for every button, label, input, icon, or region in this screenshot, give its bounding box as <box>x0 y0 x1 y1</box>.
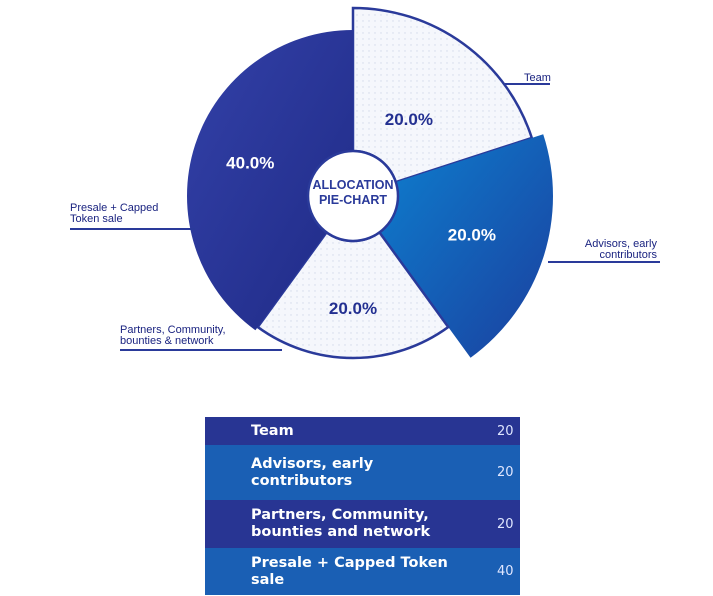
table-row-value: 20 <box>497 465 514 480</box>
pie-slice-2-legend-label: Advisors, early <box>585 238 658 250</box>
pie-slice-2-percent: 20.0% <box>448 226 496 245</box>
table-row-name: Advisors, early contributors <box>251 455 374 489</box>
table-row-name: Presale + Capped Token sale <box>251 554 448 588</box>
pie-slice-3-legend-label: Partners, Community, <box>120 324 226 336</box>
pie-slice-3-percent: 20.0% <box>329 299 377 318</box>
table-row: Presale + Capped Token sale 40 <box>205 548 520 595</box>
table-row-value: 20 <box>497 423 514 439</box>
pie-slice-1-legend-label: Team <box>524 72 551 84</box>
table-row-value: 20 <box>497 516 514 532</box>
table-row-name: Team <box>251 422 294 439</box>
table-row-name: Partners, Community, bounties and networ… <box>251 507 431 540</box>
pie-slice-4 <box>187 30 353 331</box>
pie-center-label-line1: ALLOCATION <box>312 178 393 192</box>
pie-slice-4-legend-label: Presale + Capped <box>70 202 158 214</box>
table-row: Partners, Community, bounties and networ… <box>205 500 520 548</box>
pie-slice-2 <box>379 134 553 358</box>
pie-slice-1-percent: 20.0% <box>385 110 433 129</box>
pie-slice-3-legend-label: bounties & network <box>120 335 214 347</box>
table-row: Advisors, early contributors 20 <box>205 445 520 500</box>
allocation-pie-chart: 20.0% 20.0% 20.0% 40.0% Team Advisors, early… <box>70 6 660 360</box>
table-row-value: 40 <box>497 564 514 579</box>
allocation-table: Team 20 Advisors, early contributors 20 Part… <box>205 417 520 595</box>
pie-center-hole <box>306 149 400 243</box>
pie-slice-4-percent: 40.0% <box>226 154 274 173</box>
pie-slice-4-legend-label: Token sale <box>70 213 123 225</box>
pie-center-label-line2: PIE-CHART <box>319 193 387 207</box>
table-row: Team 20 <box>205 417 520 445</box>
pie-slice-2-legend-label: contributors <box>600 249 658 261</box>
